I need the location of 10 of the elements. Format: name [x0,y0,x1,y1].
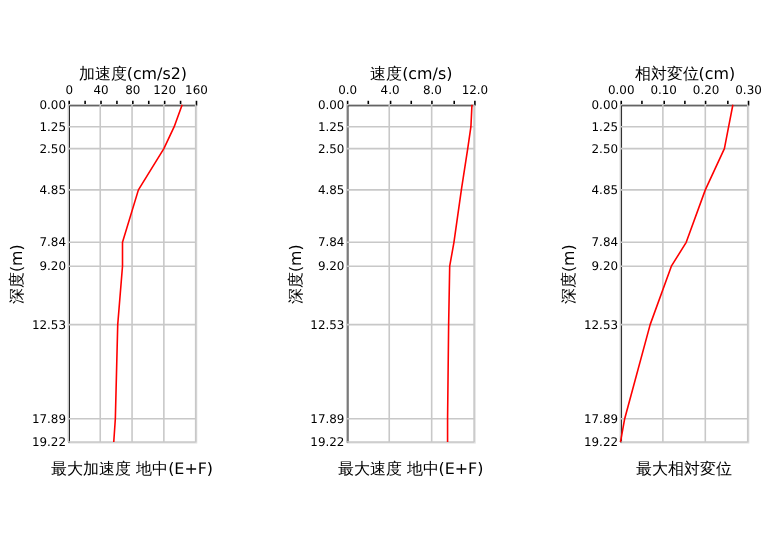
x-axis-title: 速度(cm/s) [370,64,453,83]
text: 最大相対変位 [636,459,733,478]
text: 最大速度 地中(E+F) [337,459,484,478]
y-axis-title: 深度(m) [8,244,27,305]
x-axis-title: 加速度(cm/s2) [78,64,187,83]
line-series [112,103,183,443]
y-axis-title: 深度(m) [560,244,579,305]
text: 最大加速度 地中(E+F) [51,459,213,478]
x-axis-title: 相対変位(cm) [634,64,736,83]
y-axis-title: 深度(m) [286,244,305,305]
